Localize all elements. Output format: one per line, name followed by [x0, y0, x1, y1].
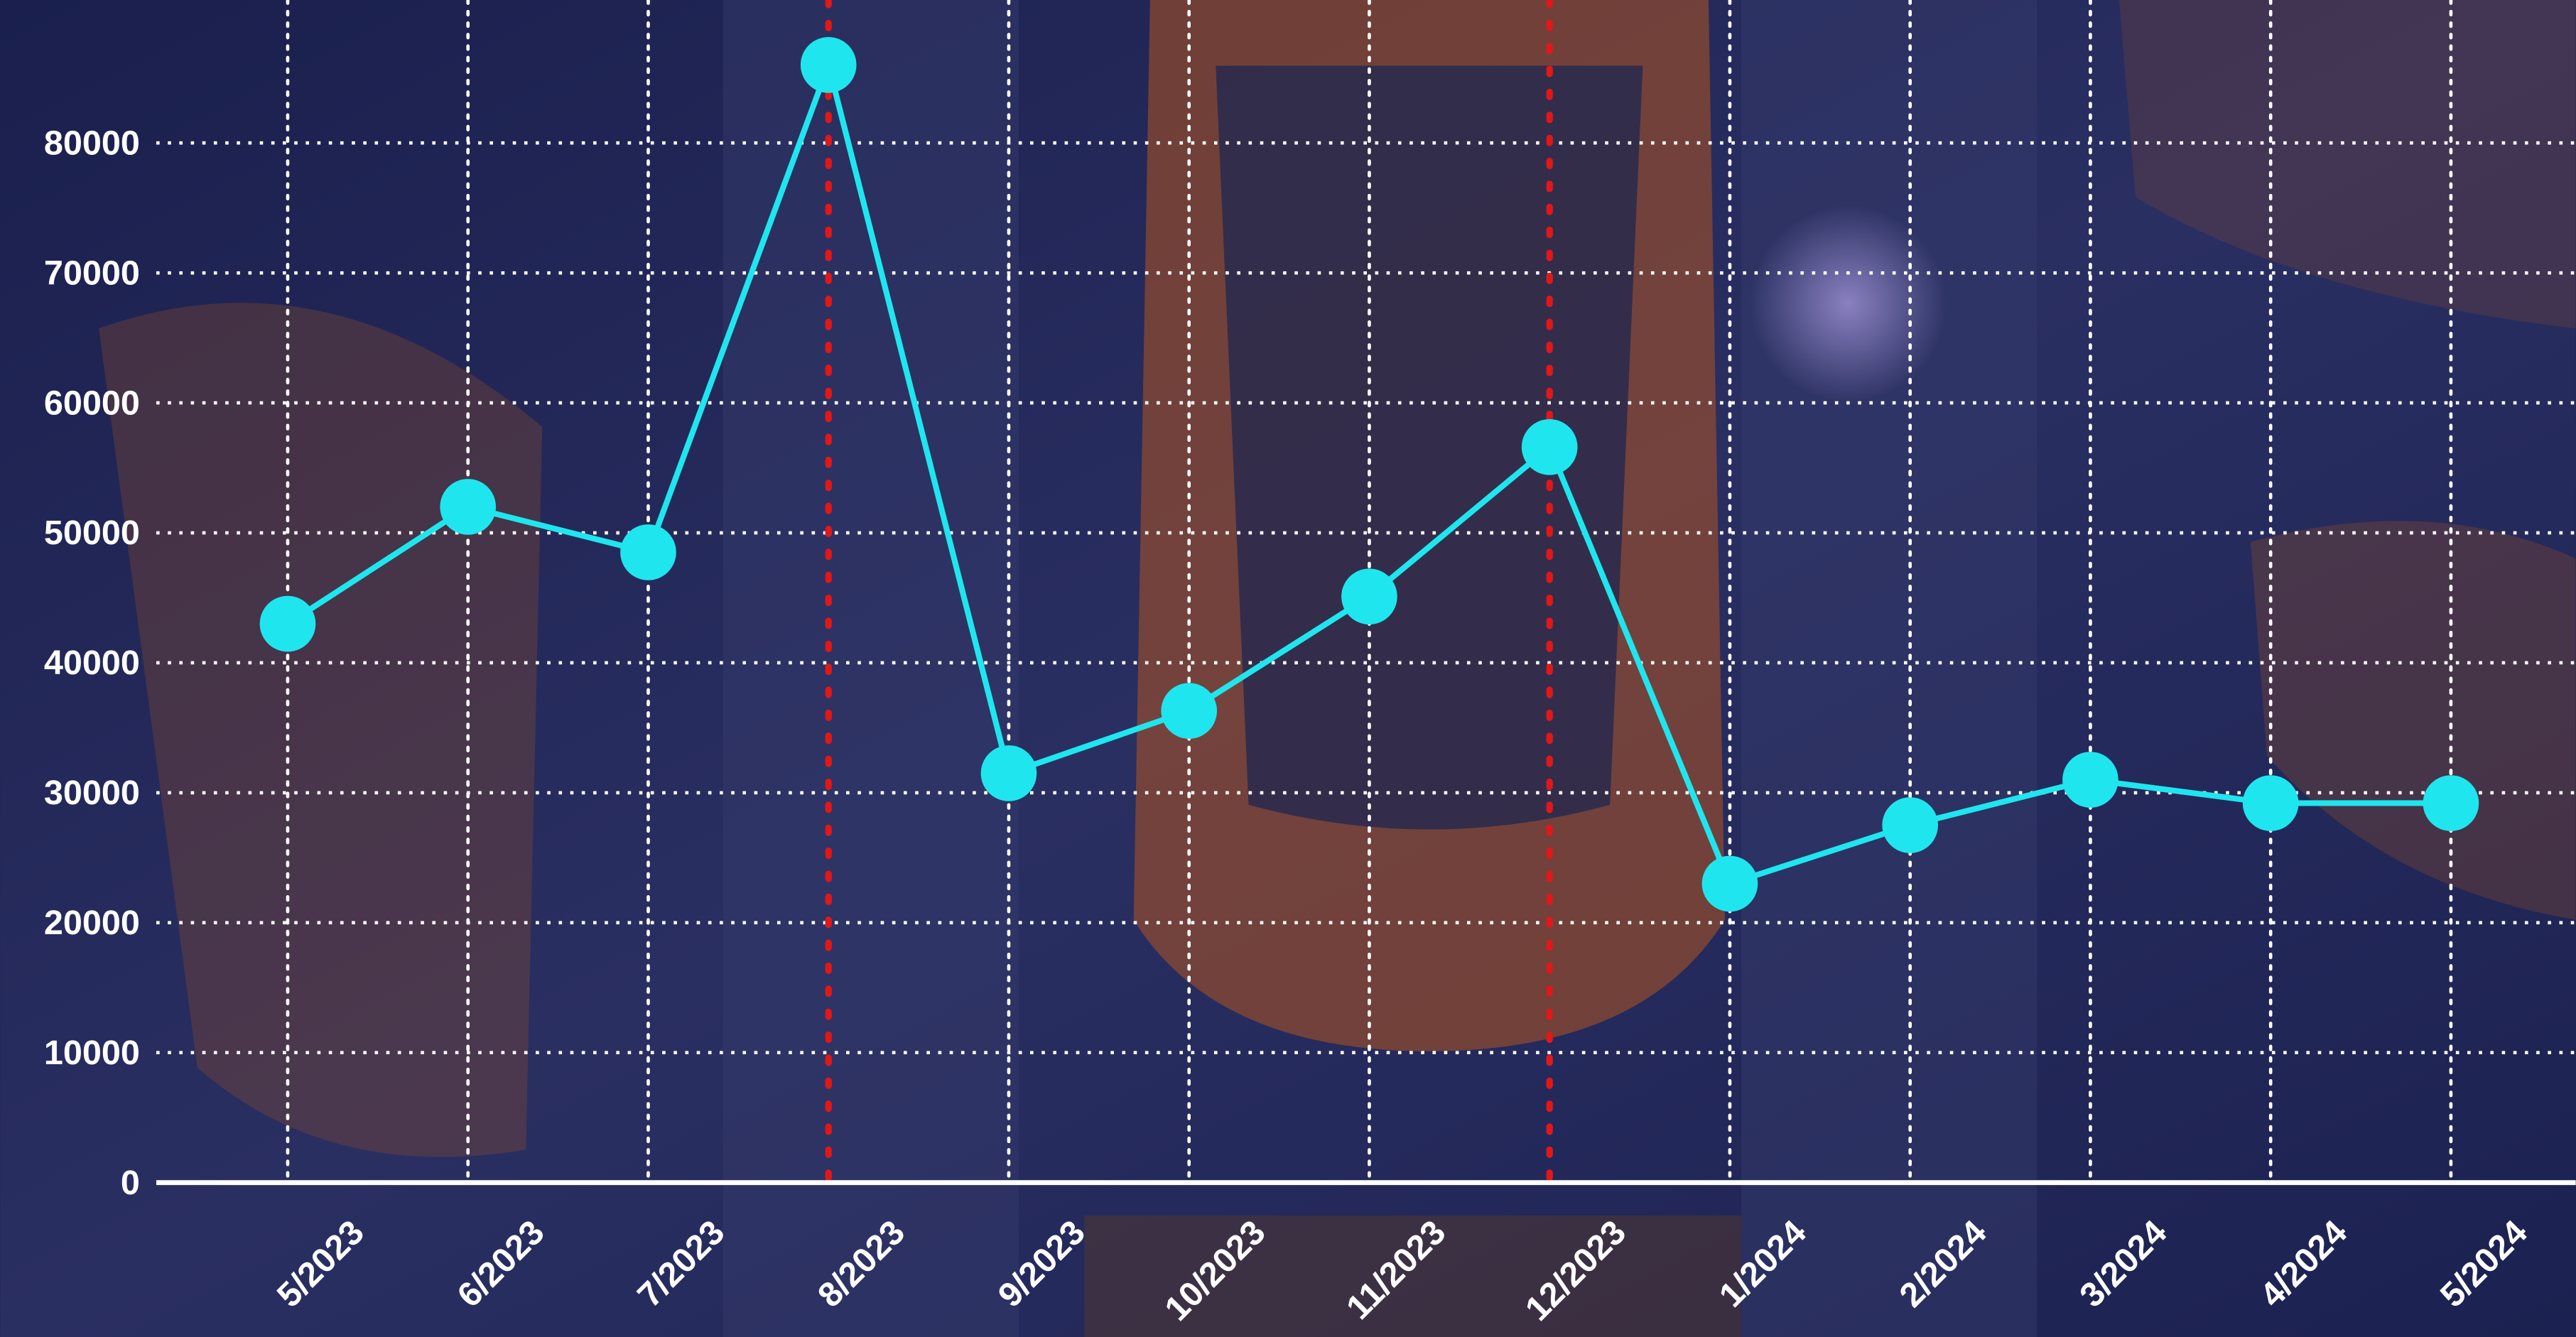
point	[620, 524, 676, 580]
point	[801, 37, 857, 93]
y-tick-label: 40000	[44, 644, 140, 682]
y-tick-label: 50000	[44, 514, 140, 552]
y-tick-label: 30000	[44, 774, 140, 812]
point	[2423, 775, 2479, 831]
point	[1341, 568, 1397, 624]
point	[2243, 775, 2299, 831]
y-tick-label: 60000	[44, 384, 140, 422]
point	[1522, 419, 1578, 475]
point	[260, 596, 316, 652]
y-tick-label: 0	[121, 1164, 140, 1202]
y-tick-label: 10000	[44, 1034, 140, 1072]
point	[2062, 752, 2118, 808]
point	[1882, 797, 1938, 853]
point	[1161, 683, 1217, 739]
background	[0, 0, 2575, 1337]
y-tick-label: 20000	[44, 904, 140, 942]
point	[1702, 856, 1758, 912]
y-tick-label: 70000	[44, 254, 140, 292]
page: 0 10000 20000 30000 40000 50000 60000 70000 8000…	[0, 0, 2576, 1337]
chart: 0 10000 20000 30000 40000 50000 60000 70000 8000…	[0, 0, 2576, 1337]
y-tick-label: 80000	[44, 124, 140, 162]
point	[981, 745, 1037, 801]
point	[440, 479, 496, 535]
